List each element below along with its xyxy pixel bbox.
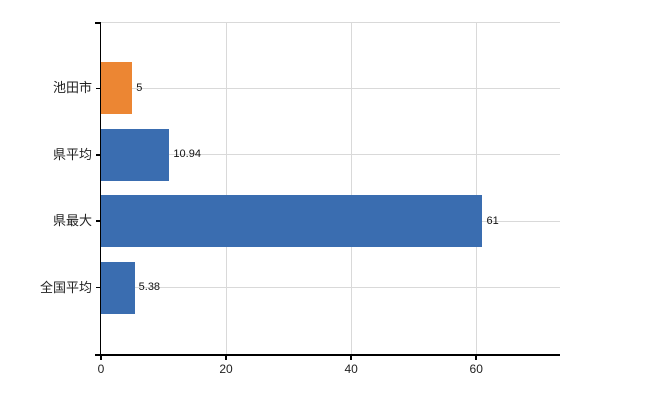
y-axis-tick — [96, 87, 101, 90]
y-axis-top-tick — [95, 22, 100, 24]
bar-2 — [101, 128, 170, 181]
category-label: 全国平均 — [39, 279, 92, 295]
x-axis-tick — [350, 355, 352, 360]
x-axis-tick — [475, 355, 477, 360]
gridline-col — [351, 22, 353, 354]
category-label: 県最大 — [52, 213, 92, 229]
value-label: 5 — [136, 81, 143, 94]
value-label: 5.38 — [138, 281, 161, 294]
bar-4 — [101, 261, 135, 314]
gridline-col — [226, 22, 228, 354]
value-label: 61 — [486, 214, 499, 227]
x-tick-label: 0 — [97, 362, 105, 376]
x-tick-label: 40 — [344, 362, 358, 376]
x-tick-label: 60 — [469, 362, 483, 376]
y-axis-tick — [96, 220, 101, 222]
gridline-row — [101, 87, 560, 89]
x-axis-tick — [225, 355, 227, 360]
y-axis-tick — [96, 286, 101, 289]
gridline-row — [101, 154, 560, 156]
x-tick-label: 20 — [219, 362, 233, 376]
gridline-row — [101, 287, 560, 289]
y-axis-tick — [96, 154, 101, 156]
category-label: 池田市 — [52, 80, 92, 96]
bar-3 — [101, 195, 483, 248]
value-label: 10.94 — [173, 148, 201, 161]
x-axis-tick — [100, 355, 102, 360]
bar-1 — [101, 62, 133, 115]
x-axis — [95, 354, 560, 356]
y-axis — [99, 22, 101, 354]
gridline-top — [101, 22, 560, 23]
category-label: 県平均 — [52, 146, 92, 162]
gridline-col — [476, 22, 478, 354]
